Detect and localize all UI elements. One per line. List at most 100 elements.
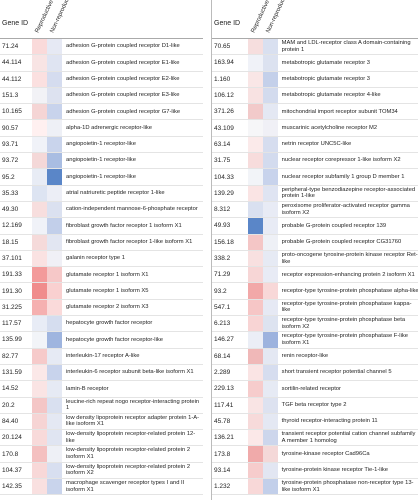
gene-id: 135.99 [2, 336, 22, 344]
table-row: 170.8 low-density lipoprotein receptor-re… [0, 446, 203, 463]
heat-cell [47, 169, 62, 185]
gene-name: hepatocyte growth factor receptor-like [66, 336, 163, 343]
table-row: 191.33 glutamate receptor 1 isoform X1 [0, 267, 203, 284]
gene-name: peripheral-type benzodiazepine receptor-… [281, 186, 416, 200]
table-row: 44.114 adhesion G-protein coupled recepto… [0, 55, 203, 72]
gene-id: 1.232 [214, 483, 231, 491]
header: Gene ID Reproductive Non-reproductive [0, 0, 203, 39]
heat-cell [32, 250, 47, 267]
gene-id: 156.18 [214, 238, 234, 246]
heat-cell [247, 185, 263, 201]
gene-name: sortilin-related receptor [281, 385, 341, 392]
gene-name: thyroid receptor-interacting protein 11 [281, 418, 378, 425]
heat-cell [247, 462, 263, 479]
heat-cell [247, 39, 263, 55]
heat-cell [262, 234, 278, 250]
heat-cell [47, 39, 62, 55]
table-row: 191.30 glutamate receptor 1 isoform X5 [0, 283, 203, 300]
gene-id: 71.24 [2, 43, 19, 51]
heat-cell [262, 185, 278, 201]
gene-name: transient receptor potential cation chan… [281, 431, 416, 444]
heat-cell [247, 316, 263, 332]
heat-cell [47, 185, 62, 201]
heat-cell [247, 430, 263, 446]
gene-name: angiopoietin-1 receptor-like [66, 173, 136, 180]
gene-id: 20.124 [2, 434, 22, 442]
gene-id-header: Gene ID [214, 20, 241, 27]
table-row: 20.124 low-density lipoprotein receptor-r… [0, 430, 203, 447]
heat-cell [47, 218, 62, 234]
heat-cell [47, 381, 62, 397]
gene-id: 35.33 [2, 189, 19, 197]
gene-id: 12.169 [2, 222, 22, 230]
heat-cell [262, 381, 278, 397]
gene-id: 93.72 [2, 157, 19, 165]
heat-cell [47, 397, 62, 413]
gene-id: 49.93 [214, 222, 231, 230]
gene-name: hepatocyte growth factor receptor [66, 320, 153, 327]
right-panel: Gene ID Reproductive Non-reproductive 70.65… [211, 0, 418, 500]
table-row: 136.21 transient receptor potential catio… [212, 430, 418, 447]
gene-name: receptor expression-enhancing protein 2 … [281, 271, 415, 278]
heat-cell [247, 87, 263, 104]
heat-cell [247, 332, 263, 348]
heat-cell [32, 71, 47, 87]
heat-cell [247, 413, 263, 430]
gene-id: 146.27 [214, 336, 234, 344]
heat-cell [47, 316, 62, 332]
heat-cell [47, 348, 62, 364]
heat-cell [32, 87, 47, 104]
gene-name: peroxisome proliferator-activated recept… [281, 203, 410, 216]
gene-name: low-density lipoprotein receptor-related… [66, 431, 196, 444]
gene-id: 371.26 [214, 108, 234, 116]
table-row: 49.93 probable G-protein coupled receptor… [212, 218, 418, 235]
heat-cell [247, 104, 263, 120]
heat-cell [47, 104, 62, 120]
gene-id: 8.312 [214, 206, 231, 214]
gene-name: macrophage scavenger receptor types I an… [66, 480, 185, 493]
heat-cell [32, 201, 47, 218]
gene-name: TGF beta receptor type 2 [281, 401, 347, 408]
gene-name: adhesion G-protein coupled receptor E1-l… [66, 59, 180, 66]
heat-cell [47, 364, 62, 381]
gene-id: 71.29 [214, 271, 231, 279]
gene-name: metabotropic glutamate receptor 3 [281, 59, 370, 66]
heat-cell [47, 479, 62, 495]
heat-cell [32, 153, 47, 169]
gene-id: 68.14 [214, 352, 231, 360]
gene-name: galanin receptor type 1 [66, 255, 125, 262]
gene-id: 104.33 [214, 173, 234, 181]
heat-cell [32, 218, 47, 234]
heat-cell [262, 413, 278, 430]
gene-id: 70.65 [214, 43, 231, 51]
heat-cell [32, 39, 47, 55]
heat-cell [262, 218, 278, 234]
table-row: 93.72 angiopoietin-1 receptor-like [0, 153, 203, 170]
heat-cell [247, 218, 263, 234]
heat-cell [247, 364, 263, 381]
heat-cell [262, 104, 278, 120]
table-row: 68.14 renin receptor-like [212, 348, 418, 365]
gene-id: 173.8 [214, 450, 231, 458]
heat-cell [247, 120, 263, 136]
table-row: 93.2 receptor-type tyrosine-protein phosp… [212, 283, 418, 300]
gene-name: adhesion G-protein coupled receptor E3-l… [66, 92, 180, 99]
table-row: 131.59 interleukin-6 receptor subunit bet… [0, 364, 203, 382]
table-row: 93.14 tyrosine-protein kinase receptor Ti… [212, 462, 418, 480]
heat-cell [47, 413, 62, 430]
gene-name: receptor-type tyrosine-protein phosphata… [281, 333, 408, 346]
table-row: 104.37 low-density lipoprotein receptor-r… [0, 462, 203, 480]
heat-cell [262, 430, 278, 446]
gene-name: adhesion G-protein coupled receptor D1-l… [66, 43, 180, 50]
heat-cell [247, 71, 263, 87]
heat-cell [262, 250, 278, 267]
heat-cell [32, 364, 47, 381]
table-row: 20.2 leucine-rich repeat nogo receptor-in… [0, 397, 203, 414]
gene-name: MAM and LDL-receptor class A domain-cont… [281, 40, 411, 53]
heat-cell [247, 153, 263, 169]
gene-id: 191.33 [2, 271, 22, 279]
heat-cell [47, 462, 62, 479]
gene-name: short transient receptor potential chann… [281, 369, 392, 376]
